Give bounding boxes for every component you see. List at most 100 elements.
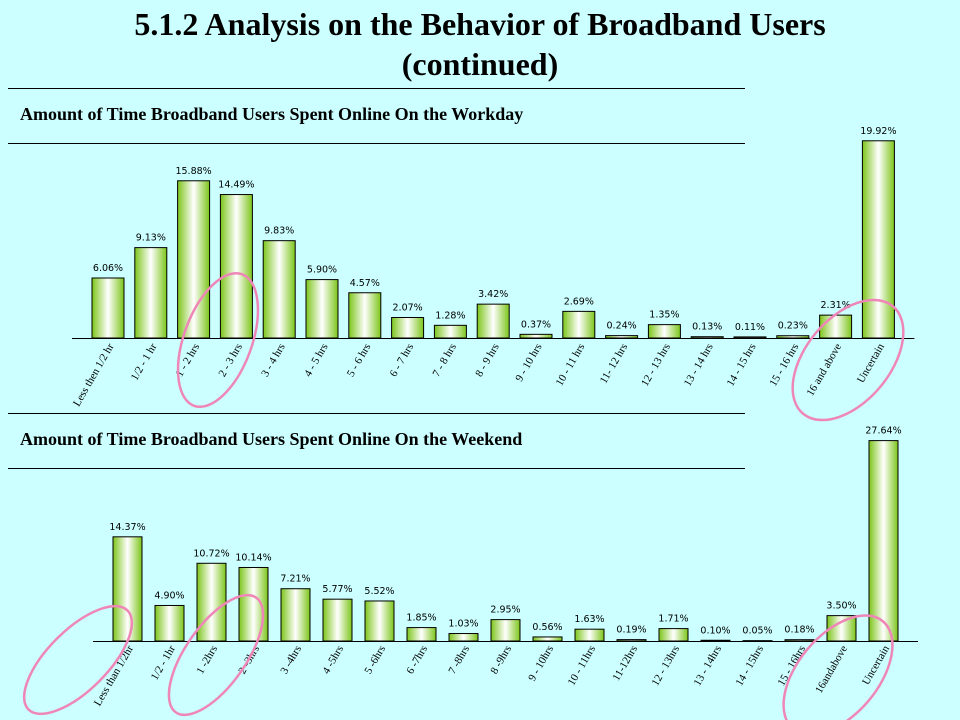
- bar: [91, 277, 125, 339]
- category-label: 8 -9hrs: [488, 644, 514, 677]
- category-label: Uncertain: [855, 341, 887, 385]
- highlight-ellipse: [791, 298, 905, 422]
- bar: [784, 639, 815, 642]
- data-label: 6.06%: [93, 263, 123, 274]
- bar: [364, 600, 395, 642]
- data-label: 0.23%: [778, 321, 808, 332]
- data-label: 14.37%: [109, 522, 145, 533]
- category-label: 4 - 5 hrs: [302, 342, 331, 379]
- bar: [406, 627, 437, 642]
- data-label: 2.69%: [564, 296, 594, 307]
- data-label: 0.56%: [532, 622, 562, 633]
- bar: [262, 240, 296, 339]
- data-label: 0.24%: [607, 321, 637, 332]
- data-label: 15.88%: [175, 166, 211, 177]
- highlight-ellipse: [22, 604, 134, 716]
- category-label: 15 - 16hrs: [775, 644, 808, 689]
- highlight-ellipse: [782, 614, 894, 720]
- category-label: 11- 12 hrs: [598, 342, 630, 386]
- data-label: 1.85%: [406, 613, 436, 624]
- data-label: 1.03%: [448, 619, 478, 630]
- bar: [519, 333, 553, 339]
- bar: [868, 440, 899, 642]
- bar: [647, 324, 681, 339]
- category-label: 13 - 14 hrs: [682, 342, 716, 389]
- category-label: 10 - 11 hrs: [554, 342, 588, 389]
- category-label: 1 -2hrs: [194, 644, 220, 677]
- bar: [154, 604, 185, 642]
- highlight-ellipse: [176, 271, 260, 409]
- bar: [690, 336, 724, 339]
- workday-bar-chart: 6.06% Less then 1/2 hr 9.13% 1/2 - 1 hr 15.8…: [71, 126, 915, 422]
- category-label: 4 -5hrs: [320, 644, 346, 677]
- bar: [742, 640, 773, 642]
- category-label: 14 - 15hrs: [733, 644, 766, 689]
- bar: [238, 566, 269, 642]
- page-title: 5.1.2 Analysis on the Behavior of Broadb…: [0, 4, 960, 84]
- bar: [605, 335, 639, 339]
- category-label: 9 - 10hrs: [526, 644, 556, 684]
- data-label: 0.13%: [692, 322, 722, 333]
- category-label: 1/2 - 1hr: [149, 643, 179, 682]
- data-label: 3.50%: [826, 601, 856, 612]
- data-label: 0.05%: [742, 626, 772, 637]
- weekend-bar-chart: 14.37% Less than 1/2hr 4.90% 1/2 - 1hr 10.72…: [22, 426, 918, 720]
- category-label: 16 and above: [804, 341, 844, 398]
- category-label: 12 - 13hrs: [649, 644, 682, 689]
- category-label: 8 - 9 hrs: [473, 342, 502, 379]
- data-label: 5.77%: [322, 584, 352, 595]
- bar: [616, 639, 647, 642]
- data-label: 1.28%: [435, 310, 465, 321]
- bar: [700, 639, 731, 642]
- data-label: 10.14%: [235, 552, 271, 563]
- category-label: 5 - 6 hrs: [345, 342, 374, 379]
- data-label: 4.57%: [350, 278, 380, 289]
- bar: [391, 317, 425, 339]
- weekend-chart-title: Amount of Time Broadband Users Spent Onl…: [20, 429, 523, 449]
- category-label: 7 - 8 hrs: [430, 342, 459, 379]
- data-label: 1.35%: [649, 310, 679, 321]
- bar: [134, 247, 168, 339]
- bar: [776, 335, 810, 339]
- bar: [532, 636, 563, 642]
- data-label: 1.71%: [658, 614, 688, 625]
- data-label: 4.90%: [154, 590, 184, 601]
- bar: [733, 336, 767, 339]
- bar: [177, 180, 211, 339]
- category-label: 14 - 15 hrs: [725, 342, 759, 389]
- divider: [8, 468, 745, 469]
- category-label: Less then 1/2 hr: [71, 341, 117, 408]
- divider: [8, 413, 745, 414]
- data-label: 19.92%: [860, 126, 896, 137]
- category-label: 6 -7hrs: [404, 644, 430, 677]
- bar: [658, 628, 689, 642]
- data-label: 0.37%: [521, 319, 551, 330]
- category-label: 13 - 14hrs: [691, 644, 724, 689]
- bar: [433, 324, 467, 339]
- bar: [280, 588, 311, 642]
- bar: [826, 615, 857, 642]
- data-label: 0.11%: [735, 322, 765, 333]
- divider: [8, 143, 745, 144]
- category-label: 3 -4hrs: [278, 644, 304, 677]
- data-label: 9.13%: [136, 233, 166, 244]
- bar: [196, 562, 227, 642]
- bar: [448, 633, 479, 642]
- data-label: 5.90%: [307, 265, 337, 276]
- data-label: 10.72%: [193, 548, 229, 559]
- category-label: Less than 1/2hr: [92, 643, 136, 708]
- category-label: 7 -8hrs: [446, 644, 472, 677]
- data-label: 14.49%: [218, 180, 254, 191]
- data-label: 3.42%: [478, 289, 508, 300]
- data-label: 2.95%: [490, 605, 520, 616]
- bar: [490, 619, 521, 642]
- data-label: 9.83%: [264, 226, 294, 237]
- category-label: 10 - 11hrs: [566, 644, 598, 688]
- category-label: 6 - 7 hrs: [388, 342, 417, 379]
- bar: [819, 314, 853, 339]
- category-label: 5 -6hrs: [362, 644, 388, 677]
- title-line-2: (continued): [401, 46, 559, 82]
- category-label: Uncertain: [860, 643, 892, 687]
- workday-chart-title: Amount of Time Broadband Users Spent Onl…: [20, 104, 524, 124]
- data-label: 5.52%: [364, 586, 394, 597]
